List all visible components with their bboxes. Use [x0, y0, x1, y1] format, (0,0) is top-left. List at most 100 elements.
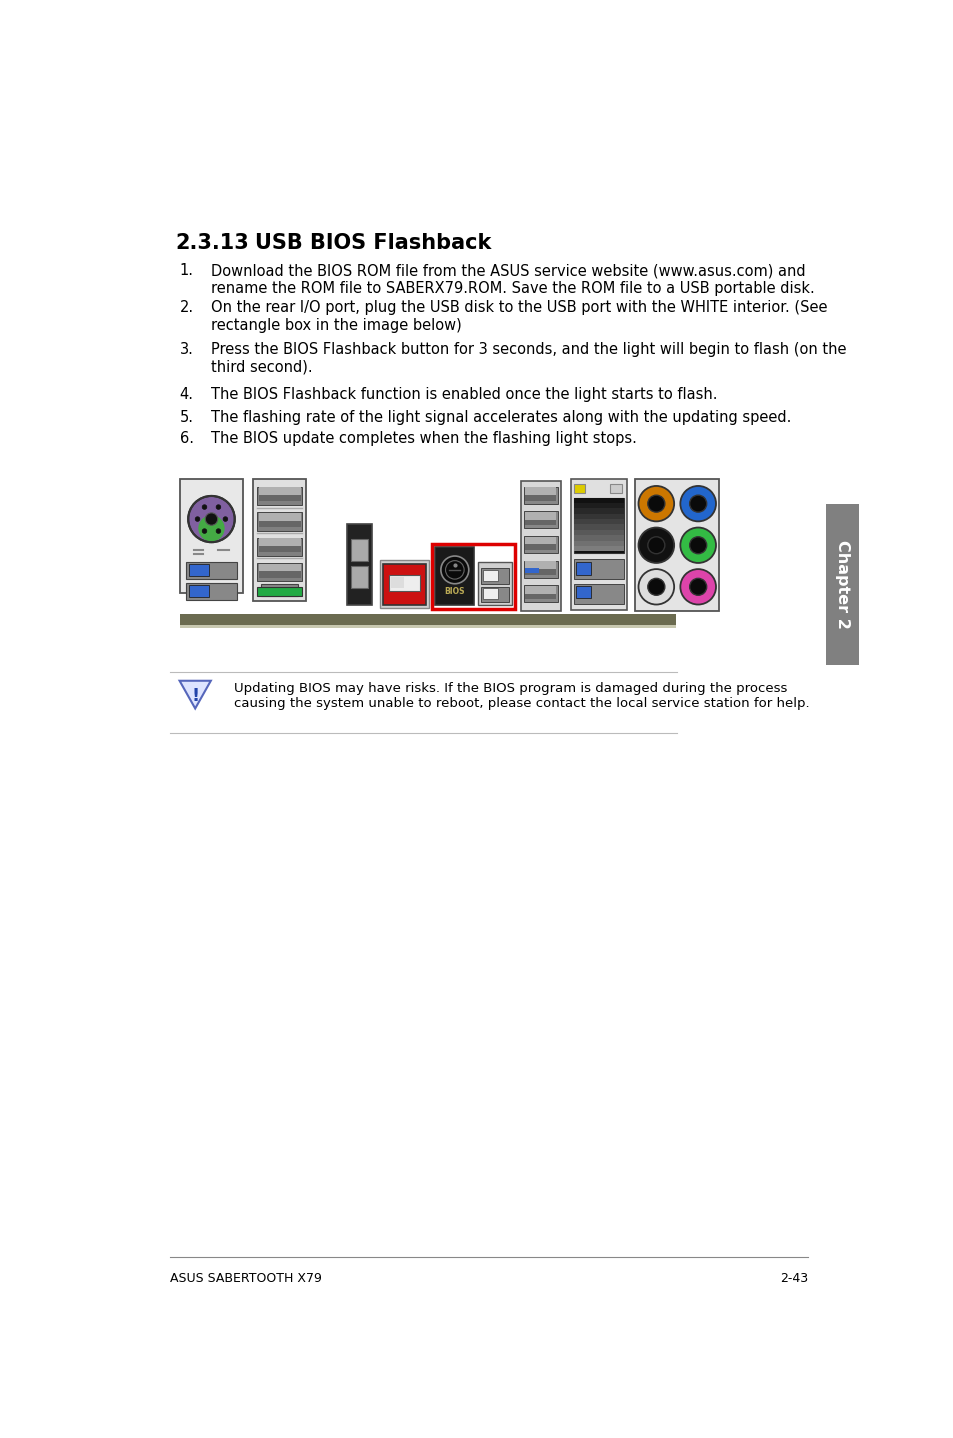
Bar: [525, 561, 556, 569]
Bar: [574, 513, 623, 519]
Bar: [525, 568, 538, 572]
Bar: [258, 571, 300, 578]
Bar: [382, 564, 426, 604]
Text: USB BIOS Flashback: USB BIOS Flashback: [254, 233, 491, 253]
Circle shape: [205, 513, 217, 525]
Bar: [574, 584, 623, 604]
Bar: [261, 584, 298, 597]
Text: The flashing rate of the light signal accelerates along with the updating speed.: The flashing rate of the light signal ac…: [211, 410, 790, 424]
Bar: [574, 559, 623, 580]
Bar: [523, 512, 558, 528]
Bar: [253, 479, 306, 601]
Bar: [179, 614, 675, 624]
Bar: [480, 568, 509, 584]
Bar: [523, 561, 558, 578]
Text: On the rear I/O port, plug the USB disk to the USB port with the WHITE interior.: On the rear I/O port, plug the USB disk …: [211, 301, 826, 332]
Bar: [189, 584, 209, 597]
Bar: [391, 577, 403, 588]
Circle shape: [223, 516, 228, 522]
Text: 4.: 4.: [179, 387, 193, 401]
Bar: [523, 536, 558, 554]
Bar: [609, 483, 621, 493]
Text: ASUS SABERTOOTH X79: ASUS SABERTOOTH X79: [170, 1273, 321, 1286]
Circle shape: [689, 578, 706, 595]
Bar: [257, 512, 302, 531]
Text: 2.3.13: 2.3.13: [174, 233, 249, 253]
Circle shape: [638, 528, 674, 562]
Circle shape: [638, 569, 674, 604]
Bar: [482, 569, 497, 581]
Bar: [258, 495, 300, 502]
Bar: [574, 483, 584, 493]
Bar: [258, 487, 300, 495]
Bar: [525, 587, 556, 594]
Text: The BIOS update completes when the flashing light stops.: The BIOS update completes when the flash…: [211, 431, 636, 446]
Text: Updating BIOS may have risks. If the BIOS program is damaged during the process
: Updating BIOS may have risks. If the BIO…: [233, 682, 809, 710]
Bar: [523, 486, 558, 503]
Bar: [389, 575, 419, 591]
Bar: [574, 508, 623, 513]
Text: 3.: 3.: [179, 342, 193, 357]
Bar: [574, 541, 623, 546]
Bar: [575, 587, 591, 598]
Circle shape: [679, 528, 716, 562]
Bar: [351, 567, 368, 588]
Bar: [179, 479, 243, 592]
Bar: [574, 525, 623, 529]
Bar: [432, 544, 515, 610]
Circle shape: [679, 486, 716, 522]
Bar: [523, 585, 558, 603]
Text: 1.: 1.: [179, 263, 193, 279]
Bar: [257, 562, 302, 581]
Bar: [179, 624, 675, 627]
Text: Press the BIOS Flashback button for 3 seconds, and the light will begin to flash: Press the BIOS Flashback button for 3 se…: [211, 342, 845, 374]
Bar: [574, 529, 623, 535]
Bar: [574, 546, 623, 551]
Bar: [574, 498, 623, 554]
Bar: [574, 498, 623, 503]
Circle shape: [188, 496, 234, 542]
Bar: [257, 538, 302, 557]
Circle shape: [216, 529, 220, 533]
Bar: [525, 545, 556, 549]
Circle shape: [202, 529, 207, 533]
Text: 5.: 5.: [179, 410, 193, 424]
Circle shape: [689, 495, 706, 512]
Bar: [258, 521, 300, 526]
Bar: [525, 512, 556, 519]
Bar: [525, 519, 556, 525]
Bar: [525, 569, 556, 575]
Text: Chapter 2: Chapter 2: [834, 541, 849, 628]
Text: Download the BIOS ROM file from the ASUS service website (www.asus.com) and
rena: Download the BIOS ROM file from the ASUS…: [211, 263, 814, 296]
Bar: [480, 587, 509, 603]
Polygon shape: [179, 680, 211, 709]
Bar: [525, 487, 556, 495]
Bar: [347, 523, 372, 604]
Circle shape: [647, 495, 664, 512]
Circle shape: [440, 557, 468, 584]
Circle shape: [638, 486, 674, 522]
Circle shape: [198, 515, 224, 541]
Bar: [575, 562, 591, 575]
Circle shape: [647, 578, 664, 595]
Bar: [525, 536, 556, 545]
Bar: [186, 562, 236, 580]
Bar: [351, 539, 368, 561]
Bar: [525, 594, 556, 600]
Bar: [482, 588, 497, 600]
Bar: [574, 503, 623, 508]
Bar: [571, 479, 626, 610]
Text: !: !: [191, 687, 199, 705]
Bar: [258, 546, 300, 552]
Circle shape: [195, 516, 199, 522]
Circle shape: [202, 505, 207, 509]
Circle shape: [679, 569, 716, 604]
Bar: [574, 519, 623, 525]
Bar: [574, 535, 623, 541]
Bar: [379, 559, 429, 608]
Bar: [258, 538, 300, 546]
Circle shape: [216, 505, 220, 509]
Bar: [257, 486, 302, 505]
Text: The BIOS Flashback function is enabled once the light starts to flash.: The BIOS Flashback function is enabled o…: [211, 387, 717, 401]
Text: 2.: 2.: [179, 301, 193, 315]
